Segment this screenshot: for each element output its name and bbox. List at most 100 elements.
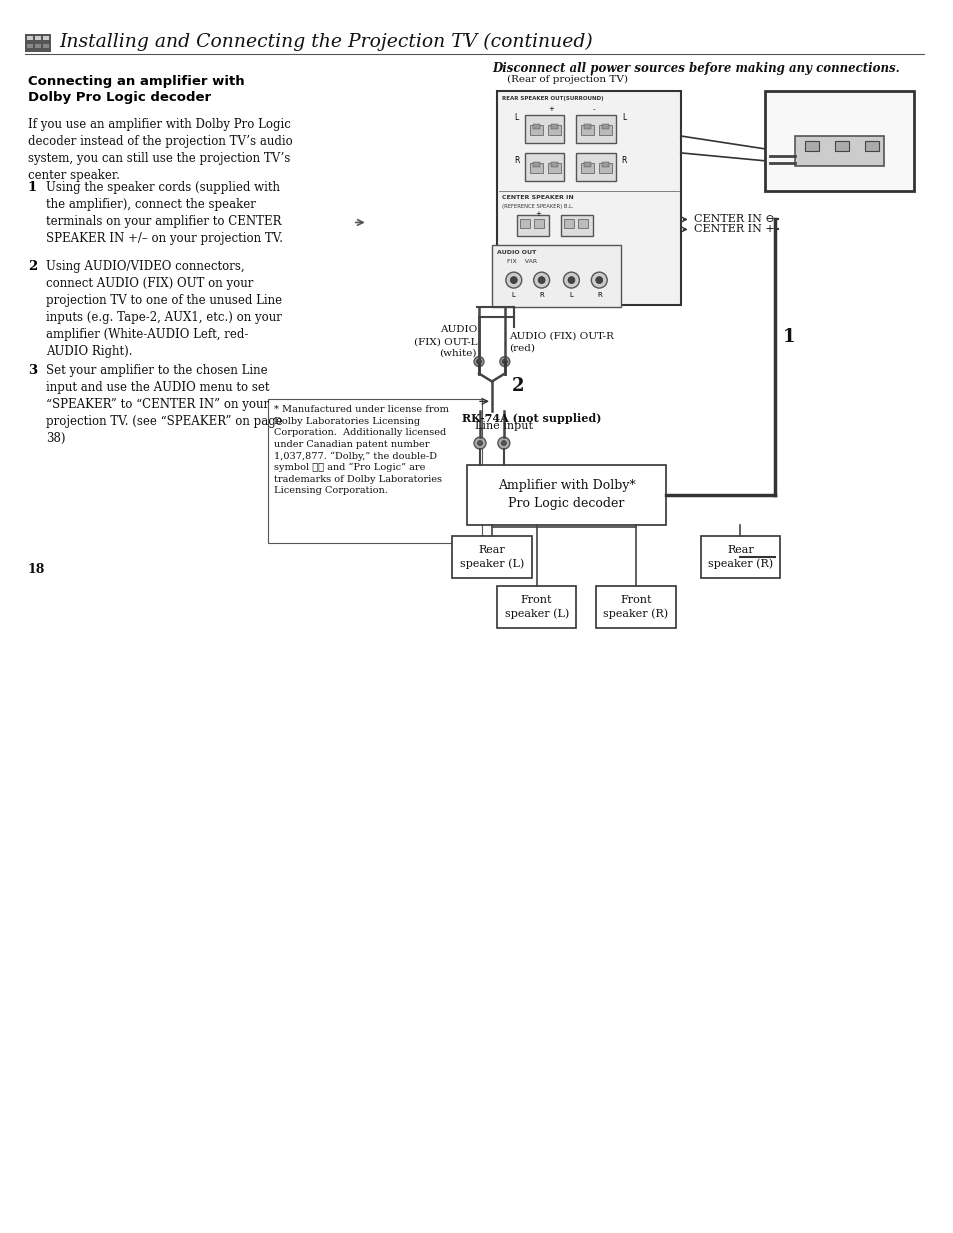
- Bar: [517, 215, 548, 237]
- Bar: [564, 219, 574, 228]
- Bar: [576, 115, 616, 143]
- Bar: [519, 219, 529, 228]
- Text: RK-74A (not supplied): RK-74A (not supplied): [461, 413, 600, 424]
- Text: REAR SPEAKER OUT(SURROUND): REAR SPEAKER OUT(SURROUND): [501, 96, 603, 101]
- Bar: [804, 141, 818, 150]
- Bar: [598, 125, 612, 134]
- Text: CENTER IN ⊖: CENTER IN ⊖: [693, 215, 774, 224]
- Text: 3: 3: [28, 364, 37, 376]
- Text: Dolby Pro Logic decoder: Dolby Pro Logic decoder: [28, 91, 211, 105]
- Text: L: L: [514, 113, 518, 122]
- Circle shape: [476, 359, 481, 364]
- Circle shape: [502, 359, 507, 364]
- Text: 1: 1: [782, 328, 795, 345]
- Bar: [863, 141, 878, 150]
- Bar: [580, 125, 594, 134]
- Text: R: R: [538, 292, 543, 298]
- Bar: [268, 399, 481, 544]
- Circle shape: [501, 440, 506, 445]
- Text: R: R: [597, 292, 601, 298]
- Circle shape: [474, 438, 485, 449]
- Bar: [794, 136, 883, 165]
- Bar: [601, 162, 609, 166]
- Bar: [467, 465, 665, 524]
- Text: CENTER IN +: CENTER IN +: [693, 224, 774, 234]
- Text: Front
speaker (R): Front speaker (R): [603, 596, 668, 619]
- Text: If you use an amplifier with Dolby Pro Logic
decoder instead of the projection T: If you use an amplifier with Dolby Pro L…: [28, 118, 293, 182]
- Bar: [43, 36, 49, 39]
- Circle shape: [474, 356, 483, 366]
- Bar: [27, 36, 32, 39]
- Bar: [27, 43, 32, 48]
- Text: 2: 2: [28, 260, 37, 274]
- Text: Front
speaker (L): Front speaker (L): [504, 596, 568, 619]
- Text: AUDIO (FIX) OUT-R
(red): AUDIO (FIX) OUT-R (red): [508, 332, 613, 353]
- Text: L: L: [569, 292, 573, 298]
- Text: Disconnect all power sources before making any connections.: Disconnect all power sources before maki…: [492, 62, 899, 75]
- Circle shape: [477, 440, 482, 445]
- Text: 2: 2: [511, 377, 524, 396]
- Circle shape: [567, 276, 575, 284]
- Bar: [576, 153, 616, 181]
- Text: (REFERENCE SPEAKER) B.L.: (REFERENCE SPEAKER) B.L.: [501, 203, 573, 208]
- Circle shape: [499, 356, 509, 366]
- Text: 1: 1: [28, 181, 37, 194]
- Text: Installing and Connecting the Projection TV (continued): Installing and Connecting the Projection…: [60, 32, 593, 51]
- Bar: [532, 125, 539, 129]
- Bar: [497, 91, 680, 305]
- Bar: [43, 43, 49, 48]
- Bar: [34, 36, 41, 39]
- Bar: [550, 162, 557, 166]
- Text: AUDIO
(FIX) OUT-L
(white): AUDIO (FIX) OUT-L (white): [413, 326, 476, 358]
- Circle shape: [537, 276, 544, 284]
- Bar: [550, 125, 557, 129]
- Text: (Rear of projection TV): (Rear of projection TV): [506, 75, 627, 85]
- Text: * Manufactured under license from
Dolby Laboratories Licensing
Corporation.  Add: * Manufactured under license from Dolby …: [274, 406, 449, 496]
- Text: Line input: Line input: [475, 422, 533, 432]
- Bar: [524, 115, 564, 143]
- Bar: [34, 43, 41, 48]
- Text: +: +: [548, 106, 554, 112]
- Bar: [529, 163, 542, 173]
- Bar: [578, 219, 588, 228]
- Bar: [532, 162, 539, 166]
- Text: L: L: [512, 292, 516, 298]
- Text: Set your amplifier to the chosen Line
input and use the AUDIO menu to set
“SPEAK: Set your amplifier to the chosen Line in…: [46, 364, 282, 445]
- Bar: [764, 91, 913, 191]
- Circle shape: [505, 272, 521, 289]
- Bar: [547, 163, 560, 173]
- Circle shape: [591, 272, 606, 289]
- Text: R: R: [620, 155, 626, 165]
- Bar: [452, 536, 531, 578]
- Bar: [598, 163, 612, 173]
- Bar: [547, 125, 560, 134]
- Bar: [700, 536, 780, 578]
- Text: Rear
speaker (R): Rear speaker (R): [707, 545, 772, 570]
- Circle shape: [596, 276, 602, 284]
- Bar: [533, 219, 543, 228]
- Text: -: -: [593, 106, 595, 112]
- Text: AUDIO OUT: AUDIO OUT: [497, 250, 536, 255]
- Bar: [561, 215, 593, 237]
- Circle shape: [533, 272, 549, 289]
- Circle shape: [497, 438, 509, 449]
- Text: CENTER SPEAKER IN: CENTER SPEAKER IN: [501, 195, 573, 200]
- Bar: [584, 162, 591, 166]
- Text: Connecting an amplifier with: Connecting an amplifier with: [28, 75, 244, 89]
- Text: FIX    VAR: FIX VAR: [506, 259, 537, 264]
- Bar: [25, 33, 51, 52]
- Text: R: R: [514, 155, 519, 165]
- Circle shape: [563, 272, 578, 289]
- Text: L: L: [621, 113, 625, 122]
- Bar: [584, 125, 591, 129]
- Text: Using the speaker cords (supplied with
the amplifier), connect the speaker
termi: Using the speaker cords (supplied with t…: [46, 181, 282, 244]
- Bar: [492, 245, 620, 307]
- Bar: [834, 141, 848, 150]
- Text: +: +: [536, 211, 541, 217]
- Circle shape: [510, 276, 517, 284]
- Bar: [601, 125, 609, 129]
- Text: Using AUDIO/VIDEO connectors,
connect AUDIO (FIX) OUT on your
projection TV to o: Using AUDIO/VIDEO connectors, connect AU…: [46, 260, 281, 359]
- Bar: [596, 586, 675, 628]
- Bar: [497, 586, 576, 628]
- Text: 18: 18: [28, 563, 45, 576]
